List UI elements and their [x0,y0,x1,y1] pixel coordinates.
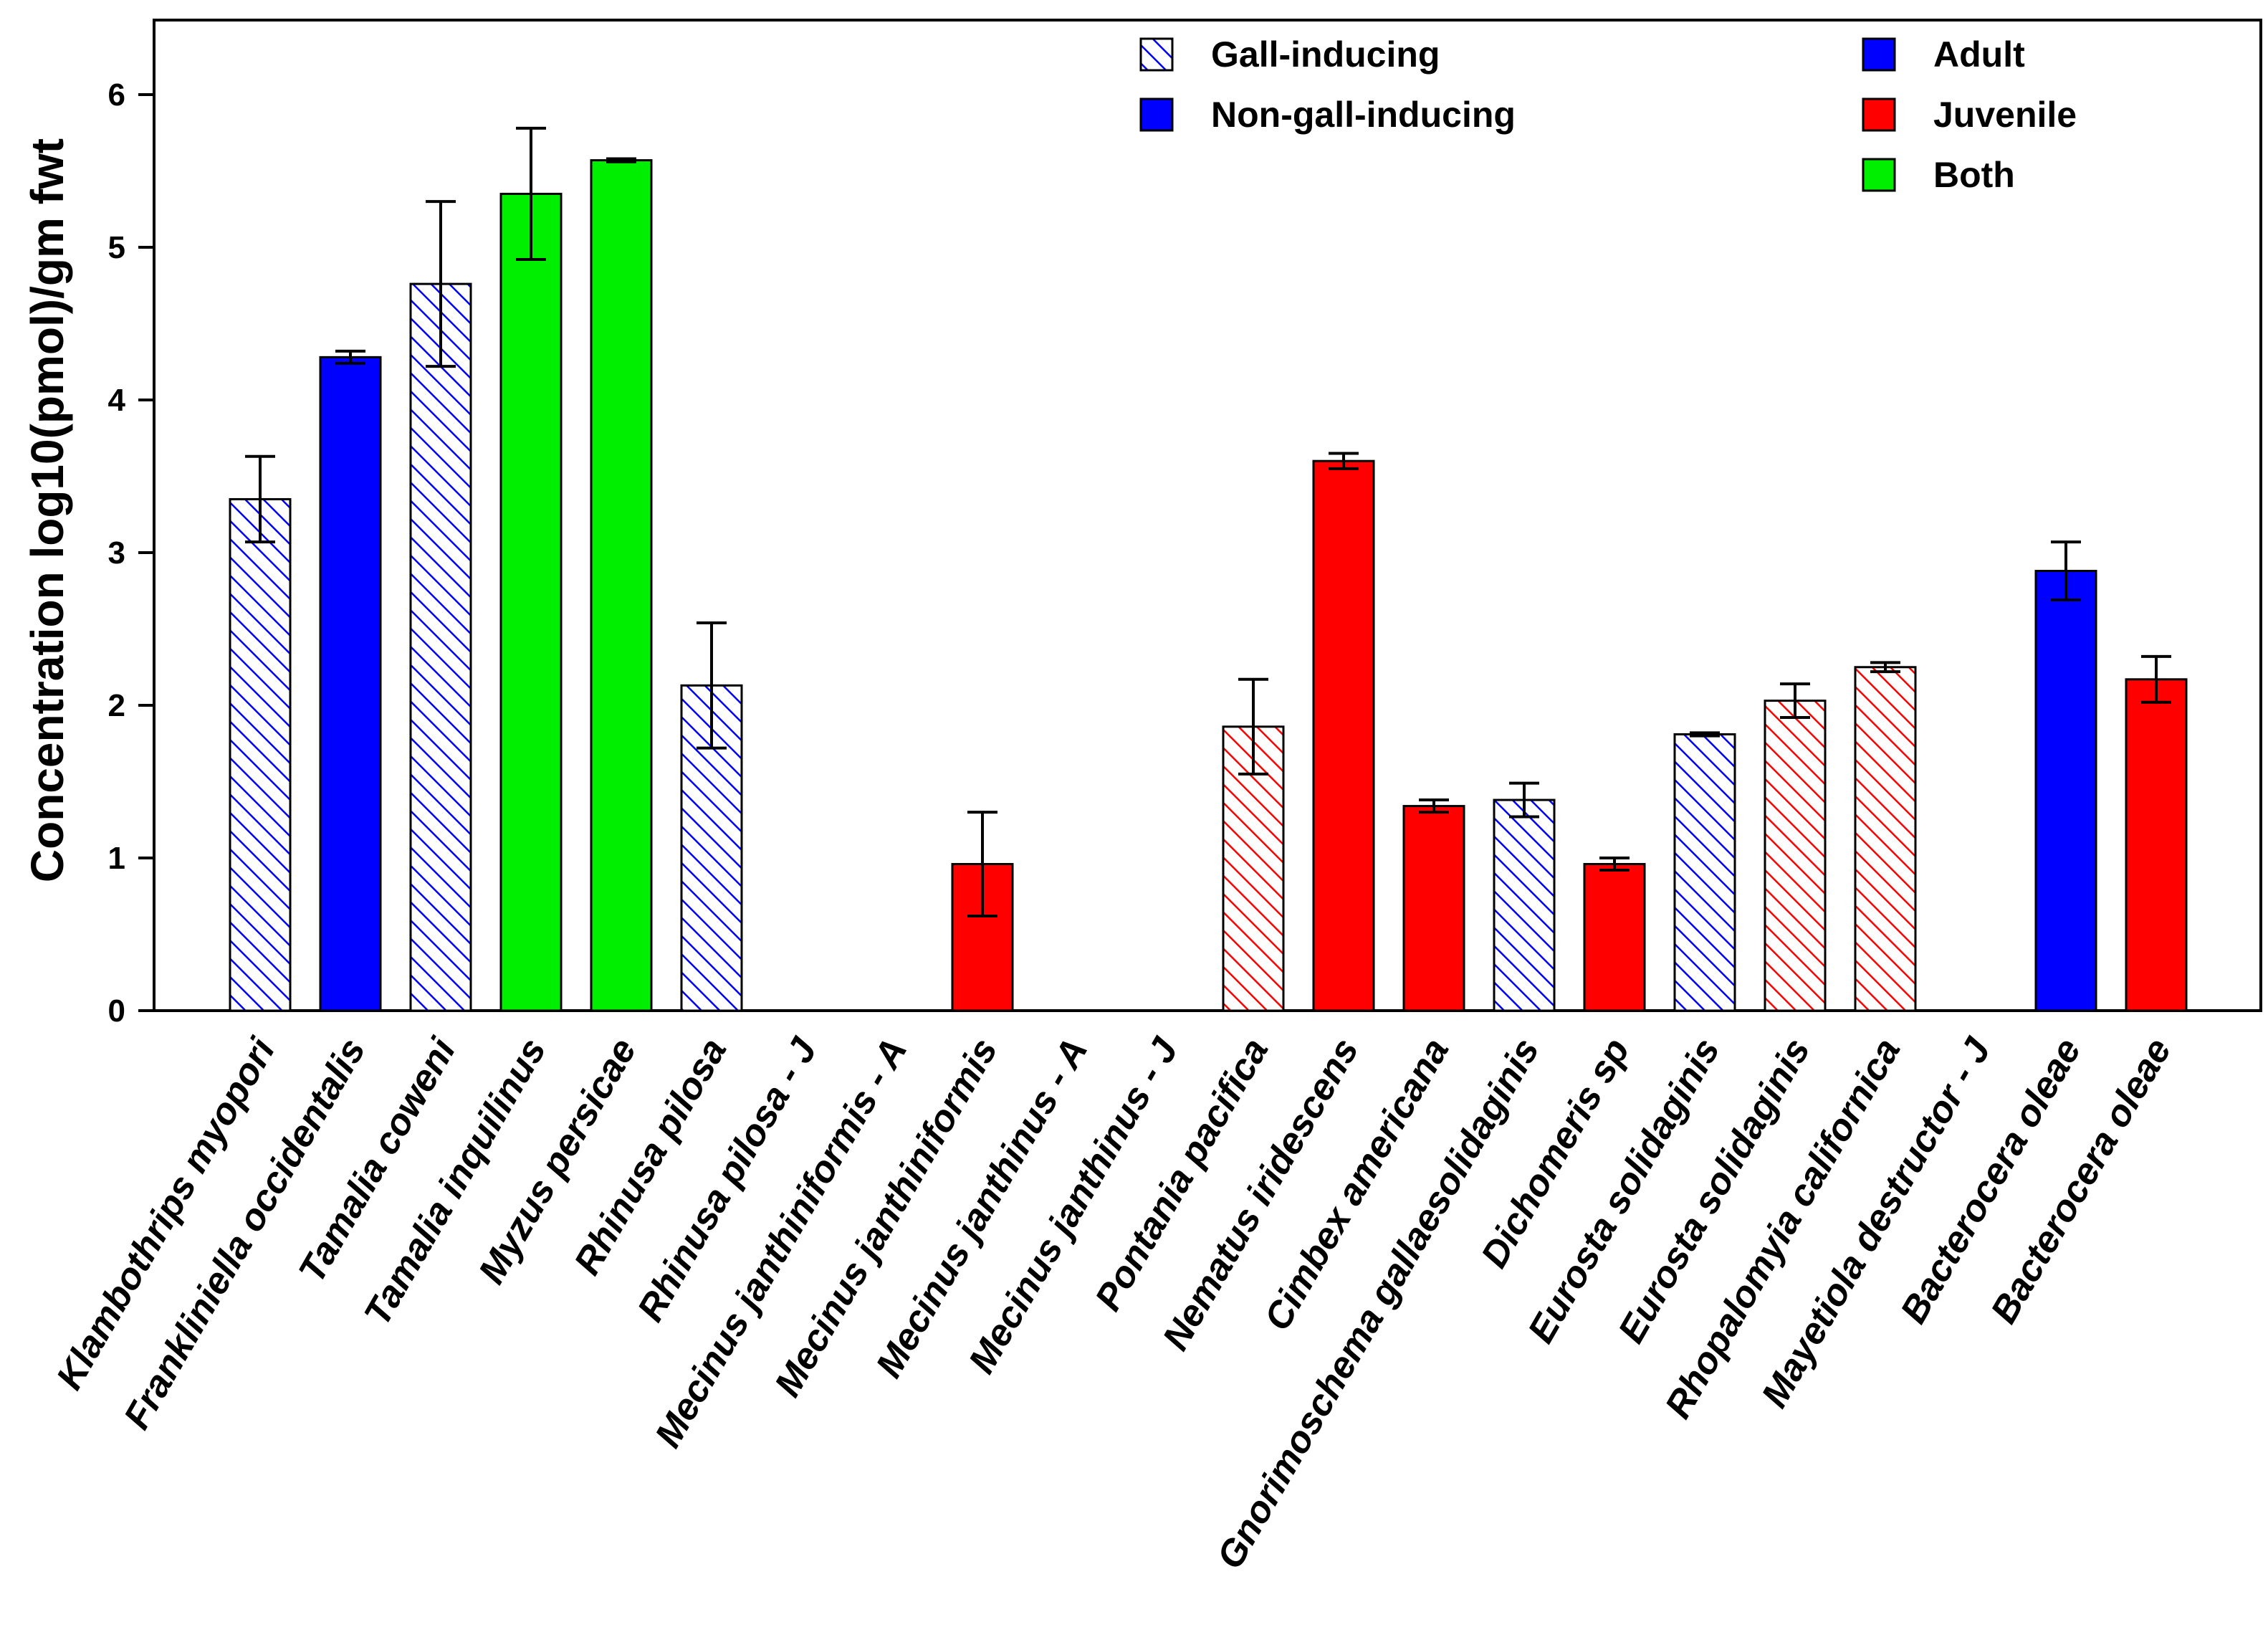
bar [1493,798,1556,1012]
bars-group [229,159,2188,1012]
error-bars-group [245,126,2171,917]
legend-type: Gall-inducing Non-gall-inducing [1139,34,1516,135]
bar [499,192,563,1012]
plot-frame [153,19,2262,1012]
bar [319,356,382,1012]
bar [1673,733,1736,1012]
y-axis-title: Concentration log10(pmol)/gm fwt [21,138,73,882]
y-tick-label: 0 [108,993,125,1029]
bar [1854,666,1917,1012]
legend-label: Non-gall-inducing [1211,95,1516,135]
bar [2125,678,2188,1012]
y-tick-label: 5 [108,230,125,265]
y-tick-label: 4 [108,383,126,418]
bar [1312,459,1375,1012]
bar [229,497,292,1012]
bar [1583,863,1646,1012]
bar [590,159,653,1012]
legend-swatch [1862,158,1896,192]
legend-swatch [1139,37,1174,72]
bar [409,282,472,1012]
legend-swatch [1862,97,1896,132]
plot-border [153,19,2262,1012]
y-axis: 0 1 2 3 4 5 6 [108,77,154,1029]
y-tick-label: 1 [108,841,125,876]
legend-swatch [1862,37,1896,72]
legend-label: Juvenile [1933,95,2077,135]
bar [1402,805,1465,1012]
bar [2034,570,2097,1012]
legend-label: Adult [1933,34,2025,75]
y-tick-label: 2 [108,688,125,723]
legend-label: Both [1933,155,2015,195]
y-tick-label: 3 [108,535,125,571]
bar [1764,700,1827,1012]
legend-label: Gall-inducing [1211,34,1440,75]
y-tick-label: 6 [108,77,125,113]
legend-stage: Adult Juvenile Both [1862,34,2077,195]
legend-swatch [1139,97,1174,132]
